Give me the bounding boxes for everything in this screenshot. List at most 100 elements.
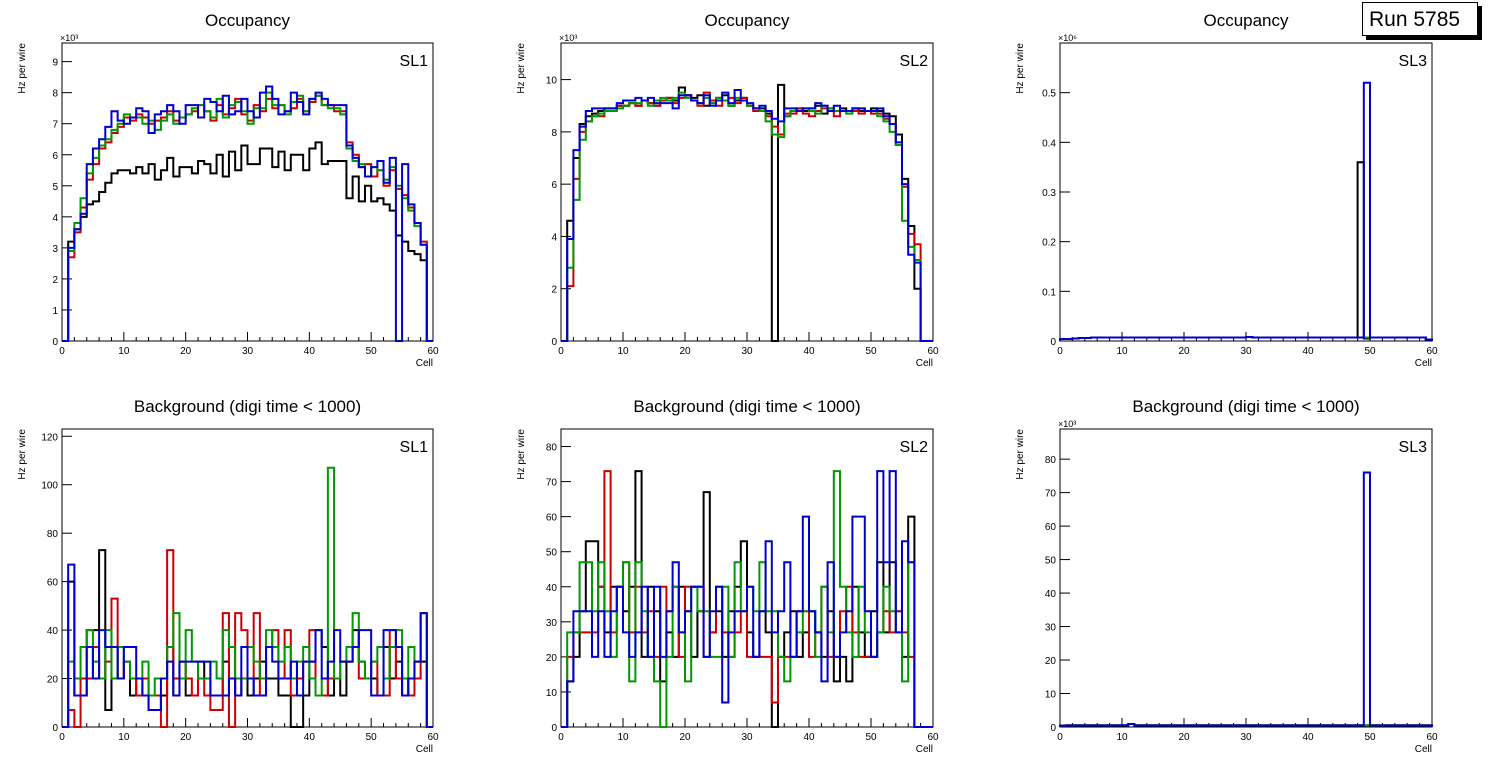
y-tick-label: 100 (41, 481, 58, 492)
y-tick-label: 0.2 (1042, 238, 1056, 249)
chart-occ-sl3: Occupancy 0 10 20 30 40 50 60 0 0.1 0.2 0.3 0.4 0.5 Ce… (1015, 11, 1438, 369)
x-tick-label: 50 (366, 346, 378, 357)
superlayer-label: SL2 (900, 439, 929, 456)
y-tick-label: 2 (52, 275, 58, 286)
plot-frame (560, 42, 934, 342)
series-red (561, 91, 933, 342)
plot-frame (1059, 42, 1433, 342)
y-tick-label: 5 (52, 182, 58, 193)
y-tick-label: 30 (1045, 623, 1057, 634)
y-tick-label: 60 (47, 578, 59, 589)
series-blue (62, 85, 433, 342)
y-tick-label: 1 (52, 306, 58, 317)
chart-title: Background (digi time < 1000) (633, 397, 860, 416)
x-axis-label: Cell (416, 744, 433, 755)
x-tick-label: 50 (366, 732, 378, 743)
x-tick-label: 10 (1116, 346, 1128, 357)
x-tick-label: 10 (118, 346, 130, 357)
superlayer-label: SL2 (900, 53, 929, 70)
y-tick-label: 0 (1050, 723, 1056, 734)
y-tick-label: 10 (546, 76, 558, 87)
series-blue (62, 563, 433, 728)
x-axis-label: Cell (1415, 744, 1432, 755)
x-tick-label: 40 (803, 346, 815, 357)
y-tick-label: 0 (551, 337, 557, 348)
run-label-box: Run 5785 (1362, 2, 1478, 36)
y-tick-label: 60 (1045, 522, 1057, 533)
chart-bkg-sl1: Background (digi time < 1000) 0 10 20 30 40 50… (17, 397, 439, 755)
x-tick-label: 10 (617, 346, 629, 357)
y-tick-label: 8 (52, 89, 58, 100)
x-tick-label: 20 (1178, 346, 1190, 357)
y-exponent: ×10⁶ (1058, 33, 1077, 43)
x-tick-label: 0 (558, 346, 564, 357)
x-tick-label: 30 (741, 346, 753, 357)
y-tick-label: 9 (52, 58, 58, 69)
y-tick-label: 0.5 (1042, 89, 1056, 100)
x-tick-label: 0 (59, 732, 65, 743)
y-tick-label: 20 (1045, 656, 1057, 667)
y-tick-label: 0 (52, 723, 58, 734)
y-axis-label: Hz per wire (1015, 43, 1026, 94)
x-tick-label: 50 (1364, 346, 1376, 357)
y-tick-label: 7 (52, 120, 58, 131)
x-tick-label: 60 (927, 732, 939, 743)
series-red (62, 549, 433, 728)
x-tick-label: 50 (865, 346, 877, 357)
series-black (1059, 161, 1433, 341)
series-blue (561, 470, 933, 728)
y-tick-label: 120 (41, 432, 58, 443)
y-tick-label: 60 (546, 513, 558, 524)
y-axis-label: Hz per wire (516, 429, 527, 480)
chart-title: Background (digi time < 1000) (1132, 397, 1359, 416)
y-exponent: ×10³ (60, 33, 78, 43)
x-tick-label: 60 (1426, 732, 1438, 743)
y-tick-label: 70 (1045, 489, 1057, 500)
y-exponent: ×10³ (1058, 419, 1076, 429)
x-tick-label: 40 (1302, 346, 1314, 357)
plot-frame (1059, 428, 1433, 728)
y-tick-label: 10 (546, 688, 558, 699)
superlayer-label: SL1 (400, 439, 429, 456)
x-tick-label: 40 (304, 346, 316, 357)
y-tick-label: 50 (1045, 556, 1057, 567)
x-axis-label: Cell (916, 744, 933, 755)
x-tick-label: 20 (679, 346, 691, 357)
superlayer-label: SL3 (1399, 439, 1428, 456)
x-tick-label: 20 (679, 732, 691, 743)
x-tick-label: 20 (180, 346, 192, 357)
x-tick-label: 30 (741, 732, 753, 743)
y-axis-label: Hz per wire (17, 43, 28, 94)
chart-title: Occupancy (1203, 11, 1289, 30)
y-axis-label: Hz per wire (516, 43, 527, 94)
y-tick-label: 40 (47, 626, 59, 637)
x-tick-label: 20 (180, 732, 192, 743)
x-tick-label: 10 (617, 732, 629, 743)
y-tick-label: 4 (551, 232, 557, 243)
y-tick-label: 6 (551, 180, 557, 191)
series-black (561, 83, 933, 342)
y-tick-label: 40 (546, 583, 558, 594)
x-tick-label: 60 (927, 346, 939, 357)
x-tick-label: 40 (304, 732, 316, 743)
y-tick-label: 0.3 (1042, 188, 1056, 199)
y-exponent: ×10³ (559, 33, 577, 43)
x-tick-label: 60 (1426, 346, 1438, 357)
x-tick-label: 30 (1240, 732, 1252, 743)
x-axis-label: Cell (416, 358, 433, 369)
y-tick-label: 4 (52, 213, 58, 224)
x-axis-label: Cell (1415, 358, 1432, 369)
chart-bkg-sl3: Background (digi time < 1000) 0 10 20 30 40 50… (1015, 397, 1438, 755)
chart-bkg-sl2: Background (digi time < 1000) 0 10 20 30 40 50… (516, 397, 939, 755)
y-tick-label: 8 (551, 128, 557, 139)
y-axis-label: Hz per wire (1015, 429, 1026, 480)
series-blue (1059, 81, 1433, 341)
chart-title: Occupancy (704, 11, 790, 30)
chart-title: Background (digi time < 1000) (134, 397, 361, 416)
y-tick-label: 80 (1045, 455, 1057, 466)
y-tick-label: 0.4 (1042, 138, 1056, 149)
x-tick-label: 0 (59, 346, 65, 357)
y-tick-label: 10 (1045, 690, 1057, 701)
series-blue (561, 89, 933, 342)
y-tick-label: 80 (47, 529, 59, 540)
